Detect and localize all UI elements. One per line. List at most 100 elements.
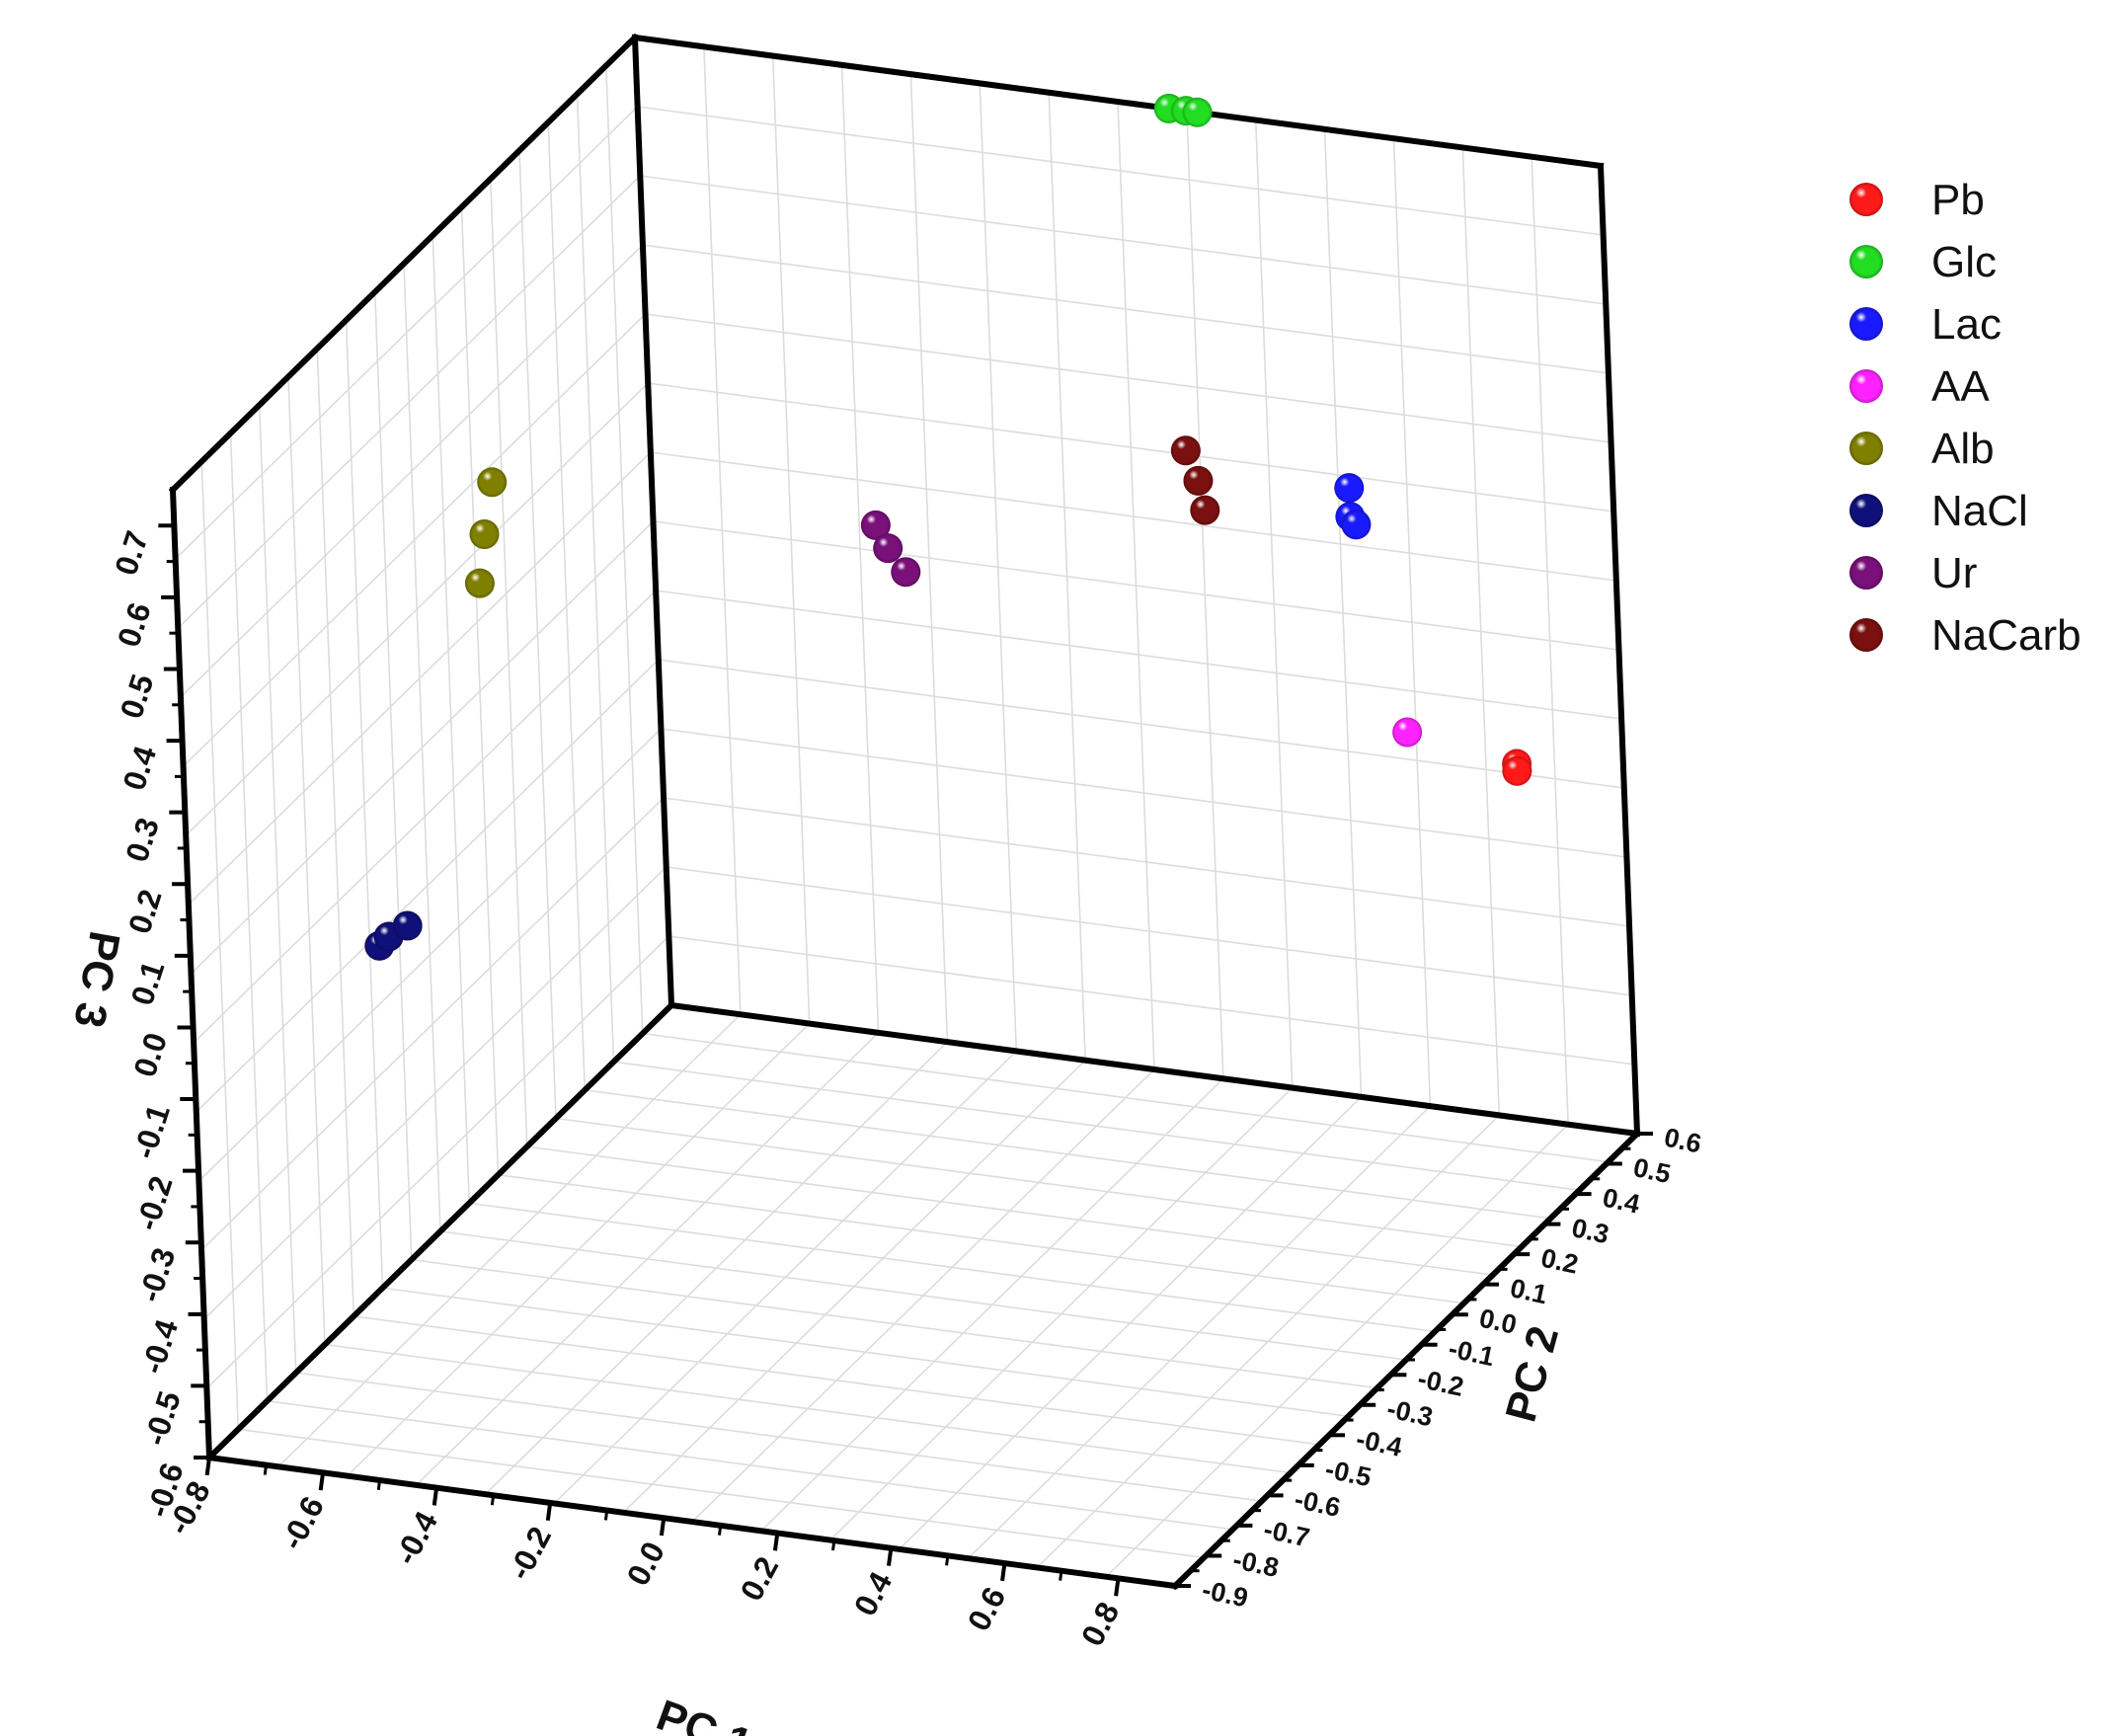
grid-line-floor-y	[498, 1173, 1464, 1304]
grid-line-back-horizontal	[650, 451, 1616, 582]
z-axis-tick-label: -0.2	[128, 1172, 179, 1235]
z-axis-tick-label: 0.3	[118, 814, 166, 866]
x-axis-major-tick	[545, 1502, 553, 1521]
x-axis-major-tick	[204, 1457, 211, 1476]
data-point-glc	[1182, 97, 1213, 127]
grid-line-floor-y	[439, 1230, 1407, 1361]
grid-line-left-vertical	[432, 235, 471, 1204]
legend-item-ur: Ur	[1849, 549, 1977, 597]
x-axis-tick-label: 0.2	[734, 1551, 786, 1607]
x-axis-tick-label: -0.2	[501, 1521, 558, 1586]
z-axis-tick-label: 0.6	[111, 598, 158, 651]
grid-line-floor-y	[469, 1202, 1436, 1333]
y-axis-tick-label: -0.4	[1354, 1424, 1405, 1462]
z-axis-tick-label: 0.4	[116, 742, 163, 795]
legend-label: NaCarb	[1931, 611, 2082, 660]
x-axis-minor-tick	[831, 1539, 836, 1551]
x-axis-minor-tick	[490, 1495, 496, 1506]
data-point-pb	[1502, 755, 1532, 786]
x-axis-minor-tick	[717, 1525, 723, 1536]
x-axis-minor-tick	[1059, 1570, 1063, 1581]
legend-label: Ur	[1931, 549, 1977, 597]
data-point-lac	[1341, 510, 1372, 540]
data-point-nacarb	[1170, 435, 1201, 466]
axis-frame-edge	[205, 1454, 1179, 1590]
legend-marker	[1849, 369, 1883, 403]
grid-line-left-vertical	[229, 433, 269, 1401]
axis-frame-edge	[1597, 162, 1641, 1138]
y-axis-tick-label: -0.1	[1446, 1333, 1497, 1372]
axis-frame-edge	[631, 34, 675, 1009]
grid-line-floor-y	[354, 1315, 1320, 1446]
x-axis-tick-label: 0.0	[620, 1536, 672, 1591]
y-axis-tick-label: -0.5	[1323, 1454, 1375, 1492]
grid-line-floor-y	[295, 1372, 1262, 1502]
y-axis-tick-label: -0.8	[1230, 1544, 1282, 1583]
y-axis-tick-label: -0.9	[1200, 1575, 1251, 1614]
y-axis-tick-label: 0.1	[1508, 1273, 1550, 1309]
grid-line-floor-y	[555, 1117, 1523, 1248]
legend-item-nacarb: NaCarb	[1849, 611, 2082, 660]
z-axis-tick-label: -0.1	[126, 1100, 177, 1163]
grid-line-back-horizontal	[663, 797, 1630, 927]
x-axis-major-tick	[1000, 1562, 1007, 1582]
legend-marker	[1849, 245, 1883, 278]
grid-line-back-horizontal	[668, 935, 1635, 1065]
legend-item-glc: Glc	[1849, 238, 1997, 286]
y-axis-tick-label: 0.0	[1477, 1303, 1520, 1340]
x-axis-tick-label: 0.4	[847, 1566, 900, 1621]
grid-line-floor-y	[642, 1032, 1609, 1163]
grid-line-floor-y	[526, 1145, 1493, 1276]
z-axis-title: PC 3	[64, 927, 128, 1031]
legend-marker	[1849, 432, 1883, 465]
grid-line-back-horizontal	[653, 520, 1619, 651]
grid-line-left-vertical	[547, 121, 587, 1090]
y-axis-tick-label: 0.2	[1538, 1243, 1581, 1280]
data-point-nacarb	[1183, 465, 1214, 496]
grid-line-floor-y	[613, 1061, 1580, 1192]
legend-marker	[1849, 307, 1883, 341]
data-points	[364, 93, 1532, 961]
grid-line-left-vertical	[489, 179, 528, 1147]
legend-label: Lac	[1931, 300, 2002, 349]
grid-line-left-vertical	[345, 320, 384, 1289]
y-axis-tick-label: -0.7	[1261, 1514, 1312, 1552]
grid-line-floor-y	[382, 1287, 1349, 1418]
x-axis-major-tick	[318, 1472, 326, 1491]
grid-line-left-vertical	[373, 291, 413, 1260]
legend-item-aa: AA	[1849, 362, 1990, 411]
x-axis-major-tick	[772, 1533, 780, 1551]
grid-line-left-vertical	[316, 348, 355, 1316]
axis-frame-edge	[631, 34, 1605, 170]
grid-line-back-horizontal	[637, 106, 1604, 236]
y-axis-tick-label: -0.3	[1384, 1393, 1436, 1432]
data-point-alb	[469, 519, 500, 550]
z-axis-tick-label: 0.0	[126, 1028, 174, 1080]
data-point-nacarb	[1190, 495, 1220, 525]
grid-line-floor-y	[238, 1428, 1205, 1559]
legend-label: Pb	[1931, 176, 1985, 224]
legend-item-alb: Alb	[1849, 425, 1995, 473]
x-axis-major-tick	[659, 1517, 667, 1537]
grid-line-floor-y	[585, 1089, 1551, 1220]
grid-line-back-horizontal	[661, 728, 1627, 858]
grid-line-back-horizontal	[648, 382, 1614, 513]
x-axis-title: PC 1	[651, 1691, 758, 1736]
data-point-alb	[477, 467, 508, 498]
x-axis-major-tick	[432, 1487, 439, 1506]
data-point-lac	[1334, 473, 1365, 504]
y-axis-tick-label: -0.6	[1292, 1484, 1343, 1523]
grid-line-floor-y	[411, 1258, 1377, 1389]
y-axis-tick-label: 0.6	[1662, 1123, 1704, 1159]
data-point-ur	[860, 510, 891, 540]
data-point-ur	[891, 557, 921, 588]
grid-line-left-vertical	[258, 405, 297, 1374]
grid-line-left-vertical	[576, 94, 615, 1063]
grid-line-floor-y	[267, 1399, 1233, 1531]
legend-label: Alb	[1931, 425, 1995, 473]
grid-line-back-horizontal	[645, 313, 1611, 443]
legend-item-pb: Pb	[1849, 176, 1985, 224]
data-point-nacl	[392, 910, 423, 941]
legend: Pb Glc Lac AA Alb NaCl Ur NaCarb	[1849, 176, 2082, 660]
